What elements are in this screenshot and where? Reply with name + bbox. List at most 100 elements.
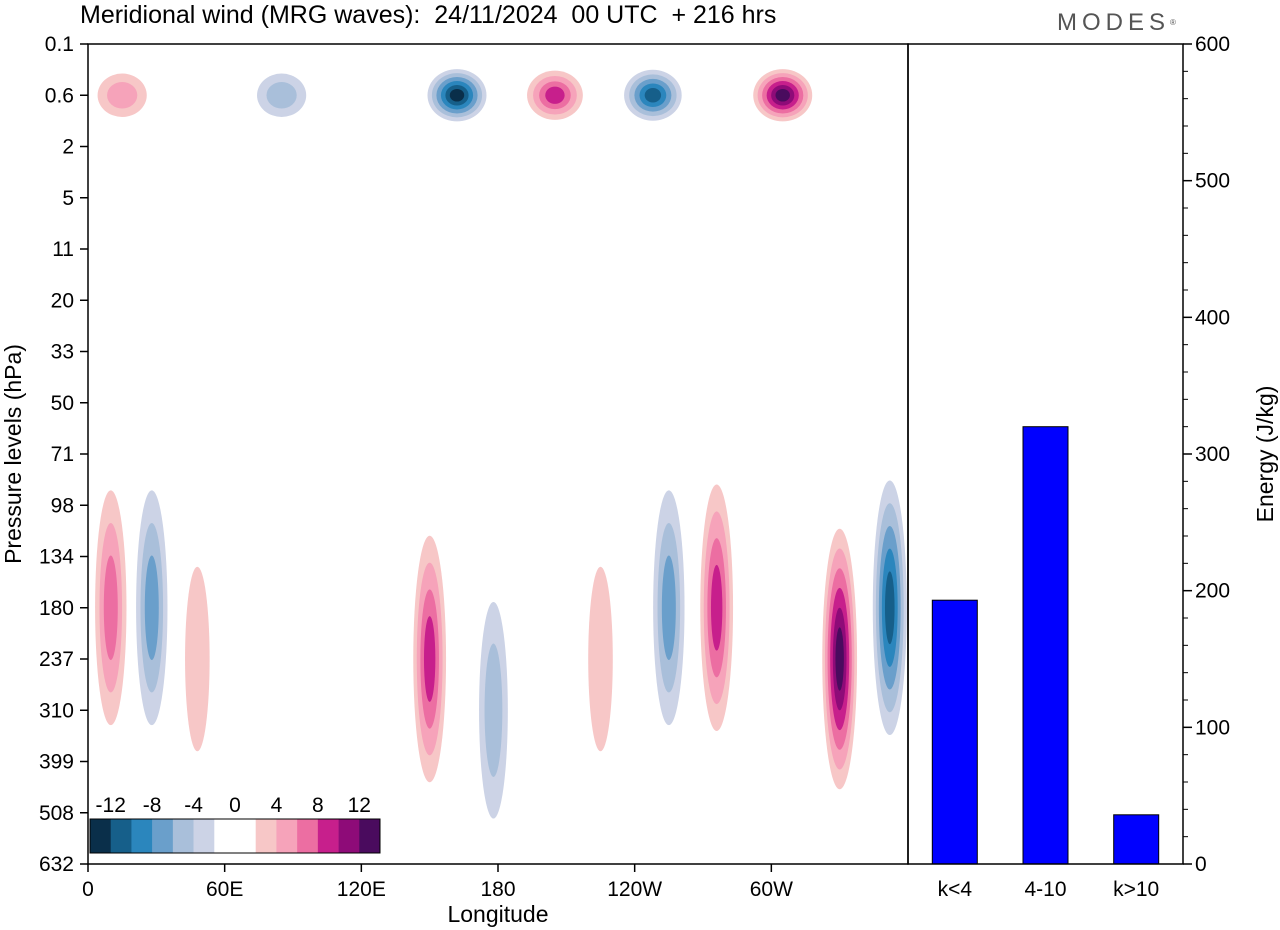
contour-band xyxy=(835,627,844,691)
y-tick-label: 237 xyxy=(39,648,74,671)
contour-band xyxy=(661,555,676,660)
x-tick-label: 120W xyxy=(607,878,662,901)
contour-band xyxy=(107,81,138,109)
colorbar-label: 12 xyxy=(348,794,371,817)
energy-tick-label: 100 xyxy=(1195,716,1230,739)
contour-band xyxy=(103,555,118,660)
y-axis-title: Pressure levels (hPa) xyxy=(0,344,26,564)
colorbar-swatch xyxy=(359,819,381,853)
y-tick-label: 71 xyxy=(51,443,74,466)
y-tick-label: 310 xyxy=(39,699,74,722)
energy-tick-label: 400 xyxy=(1195,306,1230,329)
y-tick-label: 2 xyxy=(62,136,74,159)
contour-band xyxy=(185,566,210,752)
contour-cell xyxy=(473,560,514,861)
y-tick-label: 508 xyxy=(39,802,74,825)
y-tick-label: 50 xyxy=(51,392,74,415)
energy-axis-title: Energy (J/kg) xyxy=(1252,386,1278,523)
colorbar-label: 8 xyxy=(312,794,324,817)
modes-logo: MODES® xyxy=(1057,9,1176,37)
colorbar-label: 0 xyxy=(229,794,241,817)
colorbar-swatch xyxy=(90,819,112,853)
contour-cell xyxy=(869,457,908,758)
contour-band xyxy=(266,81,297,109)
contour-cell xyxy=(580,509,621,809)
energy-tick-label: 500 xyxy=(1195,170,1230,193)
colorbar-swatch xyxy=(276,819,298,853)
contour-field xyxy=(88,65,908,861)
contour-band xyxy=(884,571,895,645)
registered-mark: ® xyxy=(1170,18,1176,27)
y-tick-label: 0.6 xyxy=(45,84,74,107)
contour-cell xyxy=(423,65,491,126)
colorbar-swatch xyxy=(338,819,360,853)
contour-cell xyxy=(90,457,131,758)
colorbar: -12 -8 -4 0 4 8 12 xyxy=(89,794,381,854)
contour-cell xyxy=(748,65,817,126)
chart-title: Meridional wind (MRG waves): 24/11/2024 … xyxy=(80,1,777,29)
contour-cell xyxy=(336,560,377,861)
y-tick-label: 98 xyxy=(51,494,74,517)
longitude-axis: 0 60E 120E 180 120W 60W xyxy=(82,864,793,901)
x-tick-label: 0 xyxy=(82,878,94,901)
contour-cell xyxy=(648,457,689,758)
contour-cell xyxy=(131,457,172,758)
energy-bar xyxy=(1113,814,1160,865)
colorbar-swatch xyxy=(255,819,277,853)
y-tick-label: 399 xyxy=(39,751,74,774)
y-tick-label: 134 xyxy=(39,546,74,569)
contour-cell xyxy=(618,65,687,126)
colorbar-label: -8 xyxy=(143,794,162,817)
y-tick-label: 632 xyxy=(39,853,74,876)
contour-cell xyxy=(247,65,316,126)
pressure-axis: 0.1 0.6 2 5 11 20 33 50 71 98 134 180 237 310 399 508 63… xyxy=(39,33,88,876)
energy-tick-label: 300 xyxy=(1195,443,1230,466)
energy-bar-chart: 0 100 200 300 400 500 600 k<4 4-10 k>10 Energy (… xyxy=(907,33,1278,901)
energy-bar xyxy=(1022,426,1069,865)
colorbar-swatch xyxy=(172,819,194,853)
x-tick-label: 120E xyxy=(337,878,386,901)
y-tick-label: 20 xyxy=(51,289,74,312)
contour-cell xyxy=(88,65,157,126)
heatmap-plot: 0.1 0.6 2 5 11 20 33 50 71 98 134 180 237 310 399 508 63… xyxy=(0,33,909,927)
x-tick-label: 60W xyxy=(750,878,793,901)
contour-band xyxy=(423,616,436,702)
contour-cell xyxy=(819,509,860,809)
energy-axis: 0 100 200 300 400 500 600 xyxy=(1183,33,1230,876)
contour-band xyxy=(775,88,790,102)
bar-category-label: k<4 xyxy=(938,878,973,901)
y-tick-label: 11 xyxy=(52,238,74,261)
energy-tick-label: 200 xyxy=(1195,580,1230,603)
bar-category-label: k>10 xyxy=(1113,878,1159,901)
contour-band xyxy=(588,566,613,752)
colorbar-swatch xyxy=(214,819,236,853)
contour-cell xyxy=(520,65,589,126)
colorbar-swatch xyxy=(297,819,319,853)
colorbar-label: 4 xyxy=(271,794,283,817)
colorbar-label: -4 xyxy=(184,794,203,817)
contour-cell xyxy=(696,457,737,758)
energy-tick-label: 600 xyxy=(1195,33,1230,56)
contour-band xyxy=(336,560,377,861)
contour-band xyxy=(484,643,503,777)
x-axis-title: Longitude xyxy=(447,901,548,927)
colorbar-swatch xyxy=(152,819,174,853)
colorbar-swatch xyxy=(235,819,257,853)
contour-band xyxy=(644,87,662,103)
colorbar-frame xyxy=(89,818,381,854)
bar-category-label: 4-10 xyxy=(1024,878,1066,901)
y-tick-label: 0.1 xyxy=(45,33,74,56)
colorbar-swatch xyxy=(193,819,215,853)
contour-cell xyxy=(177,509,218,809)
colorbar-swatch xyxy=(131,819,153,853)
contour-cell xyxy=(409,509,450,809)
y-tick-label: 180 xyxy=(39,597,74,620)
colorbar-label: -12 xyxy=(96,794,126,817)
y-tick-label: 33 xyxy=(51,341,74,364)
colorbar-swatch xyxy=(317,819,339,853)
x-tick-label: 60E xyxy=(206,878,243,901)
energy-bar xyxy=(931,599,978,865)
x-tick-label: 180 xyxy=(480,878,515,901)
energy-tick-label: 0 xyxy=(1195,853,1207,876)
